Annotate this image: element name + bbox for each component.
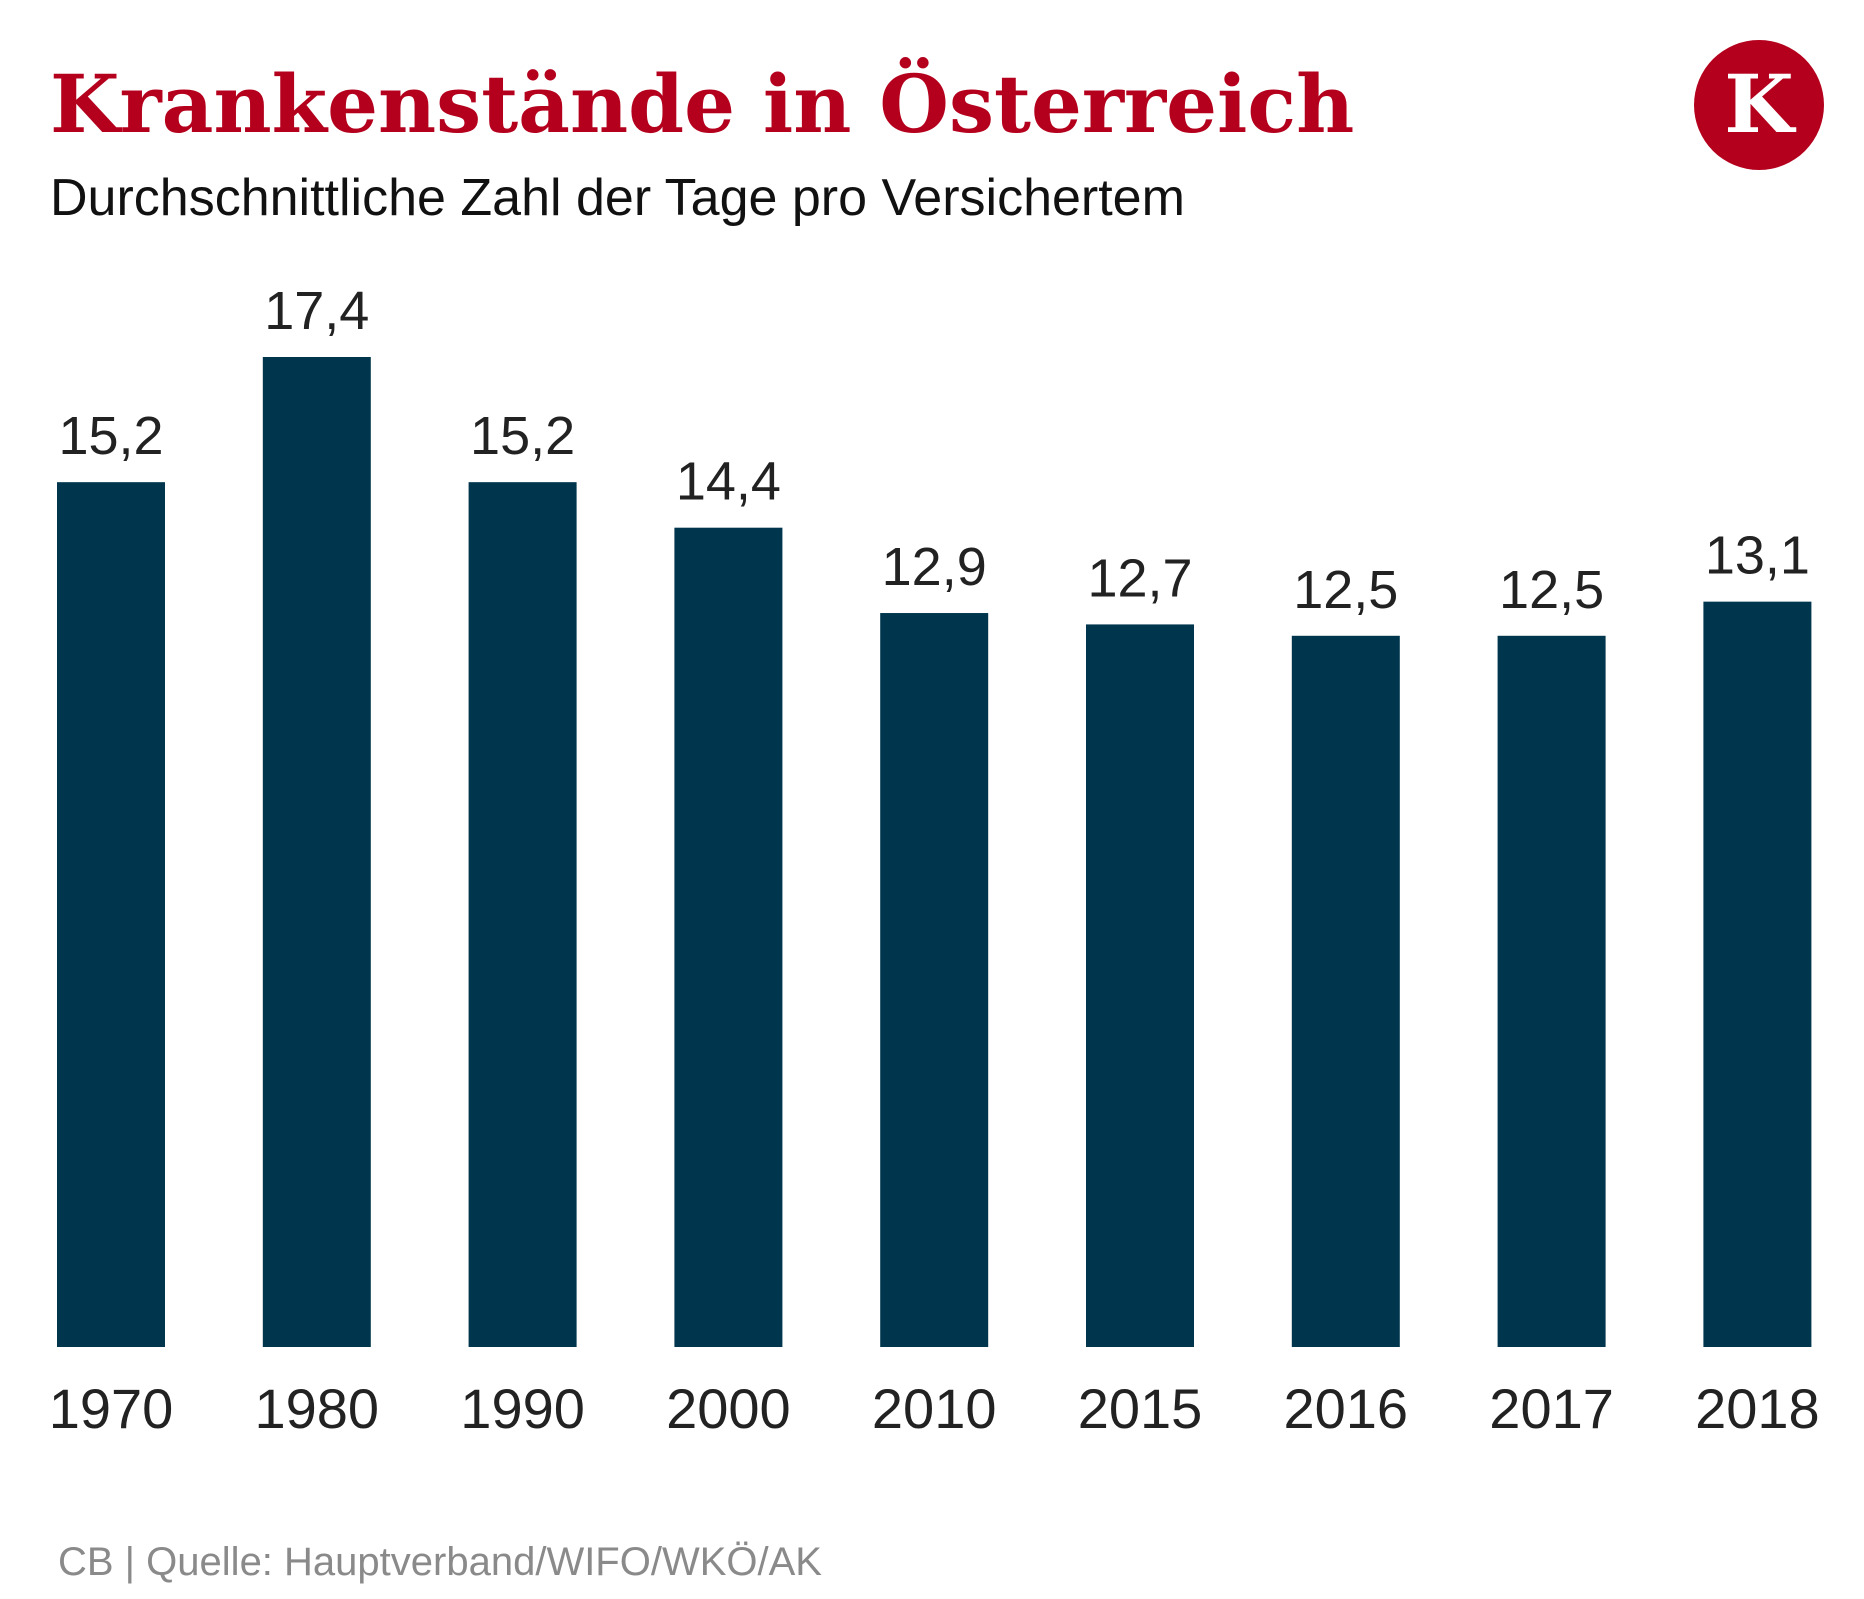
bar-1990 <box>468 482 577 1347</box>
bars-group: 15,2 1970 17,4 1980 15,2 1990 14,4 2000 12,9 2010… <box>49 281 1820 1440</box>
data-label: 12,7 <box>1087 548 1192 608</box>
data-label: 12,5 <box>1499 560 1604 620</box>
logo-letter: K <box>1724 57 1796 151</box>
bar-2017 <box>1497 635 1606 1347</box>
bar-2010 <box>880 613 989 1347</box>
x-tick-label: 1990 <box>460 1377 585 1440</box>
x-tick-label: 2017 <box>1489 1377 1614 1440</box>
bar-2018 <box>1703 601 1812 1347</box>
data-label: 12,5 <box>1293 560 1398 620</box>
x-tick-label: 2018 <box>1695 1377 1820 1440</box>
data-label: 14,4 <box>676 452 781 512</box>
x-tick-label: 2016 <box>1284 1377 1409 1440</box>
x-tick-label: 2015 <box>1078 1377 1203 1440</box>
data-label: 17,4 <box>264 281 369 341</box>
data-label: 15,2 <box>470 406 575 466</box>
logo-circle <box>1694 40 1824 170</box>
bar-1980 <box>262 357 371 1347</box>
bar-2016 <box>1291 635 1400 1347</box>
chart-title: Krankenstände in Österreich <box>50 56 1354 151</box>
data-label: 12,9 <box>882 537 987 597</box>
data-label: 13,1 <box>1705 526 1810 586</box>
x-tick-label: 2010 <box>872 1377 997 1440</box>
x-tick-label: 1970 <box>49 1377 174 1440</box>
bar-1970 <box>57 482 165 1347</box>
bar-2000 <box>674 527 783 1347</box>
x-tick-label: 2000 <box>666 1377 791 1440</box>
chart-subtitle: Durchschnittliche Zahl der Tage pro Vers… <box>50 169 1185 227</box>
source-note: CB | Quelle: Hauptverband/WIFO/WKÖ/AK <box>58 1540 822 1584</box>
x-tick-label: 1980 <box>255 1377 380 1440</box>
data-label: 15,2 <box>58 406 163 466</box>
logo: K <box>1694 40 1824 170</box>
bar-2015 <box>1086 624 1194 1347</box>
